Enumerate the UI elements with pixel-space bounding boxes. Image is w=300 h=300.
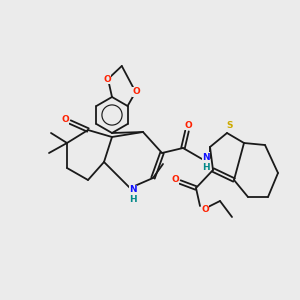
Text: O: O xyxy=(184,121,192,130)
Text: O: O xyxy=(133,88,140,97)
Text: S: S xyxy=(227,121,233,130)
Text: O: O xyxy=(61,116,69,124)
Text: N: N xyxy=(129,185,137,194)
Text: H: H xyxy=(202,163,210,172)
Text: H: H xyxy=(129,194,137,203)
Text: N: N xyxy=(202,152,210,161)
Text: O: O xyxy=(201,205,209,214)
Text: O: O xyxy=(171,176,179,184)
Text: O: O xyxy=(103,74,111,83)
